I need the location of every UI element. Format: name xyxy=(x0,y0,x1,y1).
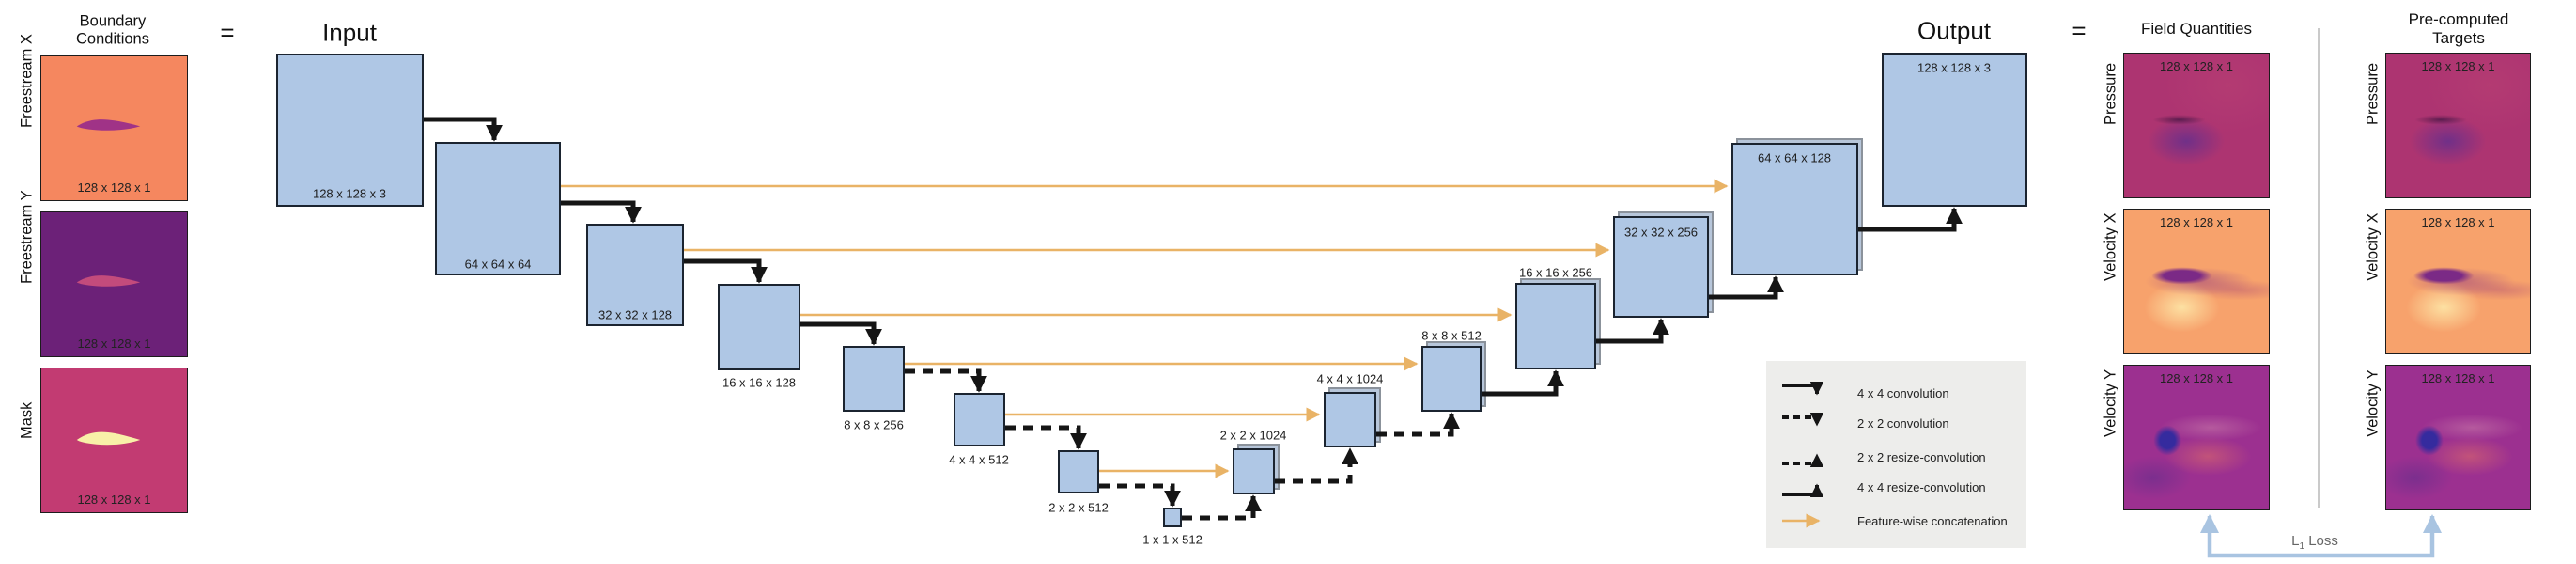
tensor-size-label: 128 x 128 x 3 xyxy=(1916,60,1992,75)
target-velocity-y-image: 128 x 128 x 1 xyxy=(2385,365,2531,510)
field-velocity-y-image: 128 x 128 x 1 xyxy=(2123,365,2270,510)
target-pressure-image: 128 x 128 x 1 xyxy=(2385,53,2531,198)
unet-box-2x2x1024 xyxy=(1233,448,1275,494)
unet-box-32x32x256 xyxy=(1613,216,1709,318)
conv-4x4-arrows xyxy=(424,117,882,346)
field-pressure-size: 128 x 128 x 1 xyxy=(2159,59,2234,73)
unet-box-16x16x256 xyxy=(1515,283,1596,369)
tensor-size-label: 8 x 8 x 512 xyxy=(1421,328,1482,343)
unet-box-8x8x512 xyxy=(1421,346,1482,412)
unet-box-2x2x512 xyxy=(1058,450,1099,494)
field-velocity-y-size: 128 x 128 x 1 xyxy=(2159,371,2234,385)
equals-sign-right: = xyxy=(2072,16,2087,45)
legend-item: 2 x 2 resize-convolution xyxy=(1779,445,1986,469)
legend-item: 4 x 4 convolution xyxy=(1779,381,1949,405)
unet-box-4x4x1024 xyxy=(1324,392,1376,447)
target-velocity-x-size: 128 x 128 x 1 xyxy=(2421,215,2495,229)
airfoil-shape-icon xyxy=(76,119,141,132)
precomputed-targets-title: Pre-computed Targets xyxy=(2408,9,2509,47)
conv-2x2-arrows xyxy=(905,368,1181,508)
output-title: Output xyxy=(1916,16,1992,45)
airfoil-shape-icon xyxy=(76,275,141,288)
legend-label: 4 x 4 convolution xyxy=(1857,385,1949,400)
legend-item: 2 x 2 convolution xyxy=(1779,411,1949,435)
freestream-x-image: 128 x 128 x 1 xyxy=(40,55,188,201)
tensor-size-label: 16 x 16 x 256 xyxy=(1518,265,1593,280)
tensor-size-label: 4 x 4 x 512 xyxy=(949,452,1009,467)
tensor-size-label: 32 x 32 x 128 xyxy=(597,307,673,322)
freestream-y-image: 128 x 128 x 1 xyxy=(40,212,188,357)
mask-image: 128 x 128 x 1 xyxy=(40,368,188,513)
field-velocity-x-image: 128 x 128 x 1 xyxy=(2123,209,2270,354)
l1-loss-bracket-arrows xyxy=(2199,513,2443,558)
tensor-size-label: 8 x 8 x 256 xyxy=(844,417,904,432)
tensor-size-label: 32 x 32 x 256 xyxy=(1623,225,1699,240)
target-velocity-x-image: 128 x 128 x 1 xyxy=(2385,209,2531,354)
input-title: Input xyxy=(322,18,377,47)
legend-resize-conv-4x4-icon xyxy=(1782,483,1824,497)
unet-box-1x1x512 xyxy=(1163,508,1182,527)
boundary-conditions-title: Boundary Conditions xyxy=(76,12,149,48)
freestream-y-size: 128 x 128 x 1 xyxy=(77,337,151,351)
legend-item: Feature-wise concatenation xyxy=(1779,509,2008,533)
unet-box-4x4x512 xyxy=(954,393,1005,446)
legend-conv-4x4-icon xyxy=(1782,382,1824,396)
legend-label: 2 x 2 convolution xyxy=(1857,415,1949,431)
unet-box-32x32x128 xyxy=(586,224,684,326)
freestream-x-size: 128 x 128 x 1 xyxy=(77,180,151,195)
mask-size: 128 x 128 x 1 xyxy=(77,493,151,507)
resize-conv-4x4-arrows xyxy=(1482,207,1963,397)
field-pressure-image: 128 x 128 x 1 xyxy=(2123,53,2270,198)
unet-box-output-128x128x3 xyxy=(1882,53,2027,207)
legend-concatenation-icon xyxy=(1782,513,1821,528)
resize-conv-2x2-arrows xyxy=(1182,412,1460,521)
legend-conv-2x2-icon xyxy=(1782,413,1824,427)
tensor-size-label: 1 x 1 x 512 xyxy=(1142,532,1203,547)
legend-box: 4 x 4 convolution 2 x 2 convolution 2 x … xyxy=(1766,361,2026,548)
tensor-size-label: 4 x 4 x 1024 xyxy=(1316,371,1384,386)
unet-box-input-128x128x3 xyxy=(276,54,424,207)
tensor-size-label: 16 x 16 x 128 xyxy=(722,375,797,390)
skip-connection-arrows xyxy=(561,179,1729,478)
unet-box-8x8x256 xyxy=(843,346,905,412)
tensor-size-label: 2 x 2 x 512 xyxy=(1048,500,1109,515)
unet-box-64x64x128 xyxy=(1731,143,1858,275)
tensor-size-label: 2 x 2 x 1024 xyxy=(1219,428,1287,443)
tensor-size-label: 64 x 64 x 128 xyxy=(1757,150,1832,165)
unet-box-64x64x64 xyxy=(435,142,561,275)
field-velocity-x-size: 128 x 128 x 1 xyxy=(2159,215,2234,229)
tensor-size-label: 64 x 64 x 64 xyxy=(464,257,532,272)
legend-item: 4 x 4 resize-convolution xyxy=(1779,475,1986,499)
unet-box-16x16x128 xyxy=(718,284,800,370)
equals-sign-left: = xyxy=(220,18,235,47)
legend-label: Feature-wise concatenation xyxy=(1857,513,2008,528)
legend-label: 2 x 2 resize-convolution xyxy=(1857,449,1986,464)
legend-label: 4 x 4 resize-convolution xyxy=(1857,479,1986,494)
target-velocity-y-size: 128 x 128 x 1 xyxy=(2421,371,2495,385)
airfoil-shape-icon xyxy=(76,431,141,446)
field-quantities-title: Field Quantities xyxy=(2140,19,2253,38)
tensor-size-label: 128 x 128 x 3 xyxy=(312,186,387,201)
target-pressure-size: 128 x 128 x 1 xyxy=(2421,59,2495,73)
legend-resize-conv-2x2-icon xyxy=(1782,453,1824,467)
l1-loss-label: L1 Loss xyxy=(2286,532,2344,553)
